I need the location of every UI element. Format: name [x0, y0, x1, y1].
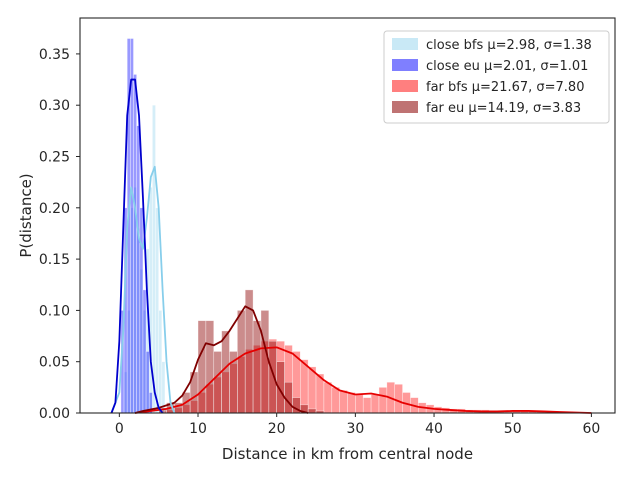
legend-box [383, 30, 610, 124]
histogram-bar [378, 387, 388, 414]
histogram-bar [268, 340, 277, 414]
y-tick-label: 0.00 [39, 406, 70, 422]
kde-curves [110, 78, 592, 414]
histogram-bar [394, 383, 403, 414]
histogram-bar [355, 394, 364, 414]
histogram-bar [142, 289, 147, 414]
y-tick-label: 0.20 [39, 201, 70, 217]
histogram-bar [133, 74, 137, 414]
legend-label: far eu μ=14.19, σ=3.83 [426, 101, 581, 116]
kde-line-2 [134, 346, 592, 414]
histogram-bar [130, 38, 134, 414]
legend-swatch [392, 80, 418, 92]
histogram-bar [213, 351, 222, 414]
histogram-bar [260, 310, 270, 414]
histogram-bar [339, 390, 348, 414]
y-tick-label: 0.30 [39, 98, 70, 114]
legend-label: close eu μ=2.01, σ=1.01 [426, 59, 588, 74]
histogram-bar [148, 186, 153, 414]
histogram-bar [136, 125, 141, 414]
y-tick-label: 0.25 [39, 150, 70, 166]
histogram-bar [370, 394, 380, 414]
x-tick-label: 10 [189, 421, 207, 437]
histogram-bar [307, 408, 317, 414]
histogram-bar [145, 351, 150, 414]
y-tick-label: 0.15 [39, 252, 70, 268]
y-tick-label: 0.10 [39, 303, 70, 319]
y-tick-label: 0.05 [39, 355, 70, 371]
legend-swatch [392, 101, 418, 113]
legend-swatch [392, 38, 418, 50]
y-axis-label: P(distance) [17, 173, 35, 257]
legend-label: close bfs μ=2.98, σ=1.38 [426, 38, 592, 53]
legend: close bfs μ=2.98, σ=1.38 close eu μ=2.01,… [383, 30, 610, 124]
histogram-bar [307, 366, 317, 414]
histogram-bar [323, 381, 333, 414]
histogram-bar [155, 207, 159, 414]
x-tick-label: 50 [504, 421, 522, 437]
histogram-bar [362, 397, 372, 414]
x-tick-label: 40 [425, 421, 443, 437]
legend-label: far bfs μ=21.67, σ=7.80 [426, 80, 584, 95]
x-axis-label: Distance in km from central node [222, 445, 473, 463]
x-tick-label: 20 [268, 421, 286, 437]
histogram-bar [197, 320, 207, 414]
histogram-bars [120, 38, 592, 414]
histogram-bar [139, 207, 144, 414]
histogram-bar [331, 387, 340, 414]
y-axis-ticks: 0.00 0.05 0.10 0.15 0.20 0.25 0.30 0.35 [39, 47, 80, 422]
histogram-bar [347, 392, 356, 414]
histogram-bar [252, 320, 262, 414]
histogram-bar [221, 330, 230, 414]
legend-swatch [392, 59, 418, 71]
plot-area [79, 17, 616, 414]
kde-line-3 [134, 305, 309, 414]
legend-items: close bfs μ=2.98, σ=1.38 close eu μ=2.01,… [392, 38, 592, 116]
histogram-bar [205, 320, 215, 414]
kde-line-1 [110, 78, 164, 414]
histogram-bar [152, 104, 156, 414]
histogram-bar [237, 310, 246, 414]
x-tick-label: 0 [115, 421, 124, 437]
y-tick-label: 0.35 [39, 47, 70, 63]
histogram-bar [158, 310, 163, 414]
plot-frame [79, 17, 616, 414]
x-tick-label: 30 [346, 421, 364, 437]
x-axis-ticks: 0 10 20 30 40 50 60 [115, 413, 600, 437]
x-tick-label: 60 [582, 421, 600, 437]
